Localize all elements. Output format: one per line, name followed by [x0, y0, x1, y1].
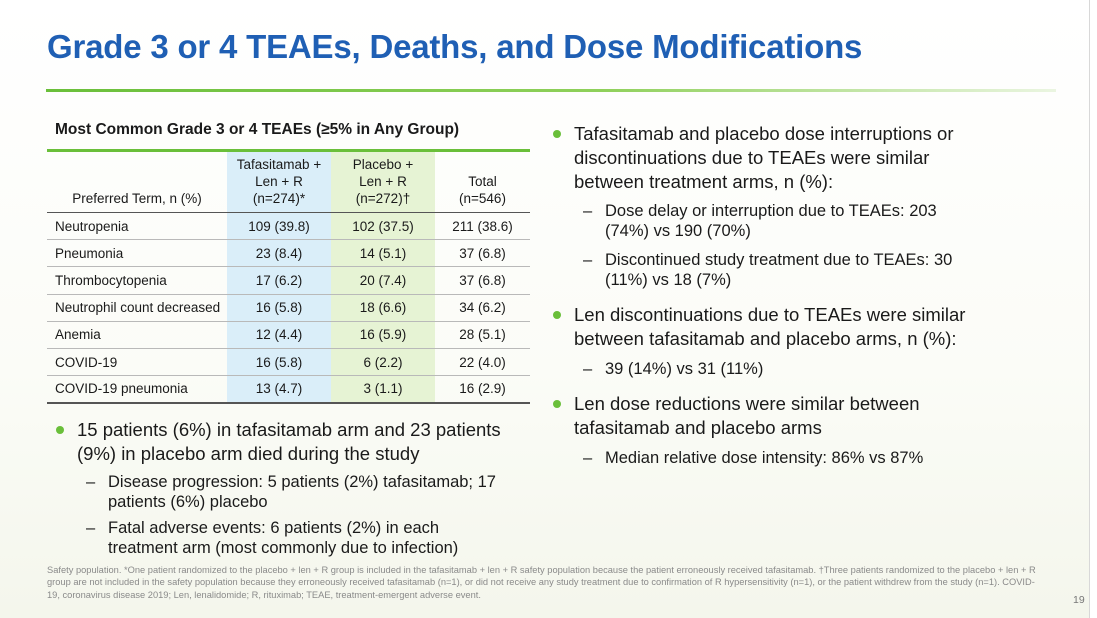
- cell-taf: 16 (5.8): [227, 348, 331, 376]
- bullet-text: Tafasitamab and placebo dose interruptio…: [574, 123, 954, 192]
- dash-icon: –: [583, 360, 593, 378]
- cell-total: 37 (6.8): [459, 245, 506, 261]
- cell-taf: 109 (39.8): [227, 212, 331, 240]
- bullet-dose-interruptions: Tafasitamab and placebo dose interruptio…: [553, 122, 1003, 194]
- sub-bullet-text: Dose delay or interruption due to TEAEs:…: [605, 202, 937, 240]
- sub-bullet-text: Disease progression: 5 patients (2%) taf…: [108, 473, 496, 511]
- bullet-deaths: 15 patients (6%) in tafasitamab arm and …: [56, 418, 536, 466]
- sub-bullet-progression: – Disease progression: 5 patients (2%) t…: [56, 472, 506, 512]
- header-preferred-term: Preferred Term, n (%): [47, 151, 227, 213]
- cell-total: 28 (5.1): [459, 327, 506, 343]
- header-taf-line3: (n=274)*: [252, 191, 306, 206]
- table-caption: Most Common Grade 3 or 4 TEAEs (≥5% in A…: [55, 121, 460, 138]
- sub-bullet-dose-intensity: – Median relative dose intensity: 86% vs…: [553, 448, 1073, 468]
- cell-pla: 18 (6.6): [331, 294, 435, 322]
- header-pla-line2: Len + R: [359, 174, 407, 189]
- header-tafasitamab: Tafasitamab + Len + R (n=274)*: [227, 150, 331, 213]
- cell-taf: 13 (4.7): [227, 375, 331, 403]
- cell-pla: 3 (1.1): [331, 375, 435, 403]
- cell-pla: 20 (7.4): [331, 266, 435, 295]
- cell-total: 34 (6.2): [459, 300, 506, 316]
- cell-term: Neutrophil count decreased: [55, 300, 221, 316]
- header-pla-line1: Placebo +: [352, 157, 414, 172]
- table-row: Neutropenia 109 (39.8) 102 (37.5) 211 (3…: [47, 212, 530, 240]
- sub-bullet-dose-delay: – Dose delay or interruption due to TEAE…: [553, 201, 963, 241]
- sub-bullet-text: Median relative dose intensity: 86% vs 8…: [605, 449, 924, 467]
- sub-bullet-len-disc-values: – 39 (14%) vs 31 (11%): [553, 359, 1073, 379]
- header-tot-line1: Total: [468, 174, 497, 189]
- cell-taf: 16 (5.8): [227, 294, 331, 322]
- cell-pla: 16 (5.9): [331, 321, 435, 349]
- dash-icon: –: [583, 202, 593, 220]
- bullet-text: 15 patients (6%) in tafasitamab arm and …: [77, 419, 501, 464]
- header-tot-line2: (n=546): [459, 191, 506, 206]
- cell-taf: 12 (4.4): [227, 321, 331, 349]
- bullet-dot-icon: [553, 400, 561, 408]
- header-taf-line1: Tafasitamab +: [236, 157, 322, 172]
- cell-taf: 17 (6.2): [227, 266, 331, 295]
- cell-term: COVID-19: [55, 354, 118, 370]
- table-header-row: Preferred Term, n (%) Tafasitamab + Len …: [47, 150, 530, 213]
- teae-table: Preferred Term, n (%) Tafasitamab + Len …: [47, 149, 530, 404]
- sub-bullet-discontinued: – Discontinued study treatment due to TE…: [553, 250, 973, 290]
- header-pla-line3: (n=272)†: [355, 191, 411, 206]
- page-number: 19: [1073, 594, 1085, 606]
- cell-term: Neutropenia: [55, 218, 129, 234]
- header-total: Total (n=546): [435, 151, 530, 213]
- bullet-dot-icon: [56, 426, 64, 434]
- deaths-bullets: 15 patients (6%) in tafasitamab arm and …: [56, 418, 536, 558]
- bullet-text: Len dose reductions were similar between…: [574, 393, 920, 438]
- cell-pla: 102 (37.5): [331, 212, 435, 240]
- table-row: COVID-19 16 (5.8) 6 (2.2) 22 (4.0): [47, 348, 530, 376]
- table-row: Neutrophil count decreased 16 (5.8) 18 (…: [47, 294, 530, 322]
- dash-icon: –: [86, 519, 96, 537]
- footnote: Safety population. *One patient randomiz…: [47, 565, 1036, 600]
- cell-term: Pneumonia: [55, 245, 124, 261]
- cell-term: COVID-19 pneumonia: [55, 381, 188, 397]
- header-taf-line2: Len + R: [255, 174, 303, 189]
- sub-bullet-text: Discontinued study treatment due to TEAE…: [605, 251, 953, 289]
- table-row: Thrombocytopenia 17 (6.2) 20 (7.4) 37 (6…: [47, 266, 530, 295]
- dash-icon: –: [583, 251, 593, 269]
- sub-bullet-text: Fatal adverse events: 6 patients (2%) in…: [108, 519, 459, 557]
- bullet-text: Len discontinuations due to TEAEs were s…: [574, 304, 966, 349]
- bullet-dot-icon: [553, 130, 561, 138]
- bullet-dot-icon: [553, 311, 561, 319]
- dose-modification-bullets: Tafasitamab and placebo dose interruptio…: [553, 122, 1073, 468]
- table-row: Anemia 12 (4.4) 16 (5.9) 28 (5.1): [47, 321, 530, 349]
- cell-total: 37 (6.8): [459, 272, 506, 288]
- cell-total: 211 (38.6): [452, 218, 513, 234]
- cell-term: Anemia: [55, 327, 101, 343]
- cell-total: 22 (4.0): [459, 354, 506, 370]
- header-term-label: Preferred Term, n (%): [72, 191, 202, 206]
- cell-total: 16 (2.9): [459, 381, 506, 397]
- dash-icon: –: [583, 449, 593, 467]
- bullet-len-discontinuations: Len discontinuations due to TEAEs were s…: [553, 303, 1023, 351]
- sub-bullet-fatal-ae: – Fatal adverse events: 6 patients (2%) …: [56, 518, 506, 558]
- table-row: Pneumonia 23 (8.4) 14 (5.1) 37 (6.8): [47, 239, 530, 267]
- cell-taf: 23 (8.4): [227, 239, 331, 267]
- title-divider: [46, 89, 1056, 92]
- slide-title: Grade 3 or 4 TEAEs, Deaths, and Dose Mod…: [47, 28, 863, 65]
- table-row: COVID-19 pneumonia 13 (4.7) 3 (1.1) 16 (…: [47, 375, 530, 403]
- sub-bullet-text: 39 (14%) vs 31 (11%): [605, 360, 764, 378]
- cell-term: Thrombocytopenia: [55, 272, 167, 288]
- cell-pla: 14 (5.1): [331, 239, 435, 267]
- cell-pla: 6 (2.2): [331, 348, 435, 376]
- header-placebo: Placebo + Len + R (n=272)†: [331, 150, 435, 213]
- dash-icon: –: [86, 473, 96, 491]
- bullet-len-dose-reductions: Len dose reductions were similar between…: [553, 392, 983, 440]
